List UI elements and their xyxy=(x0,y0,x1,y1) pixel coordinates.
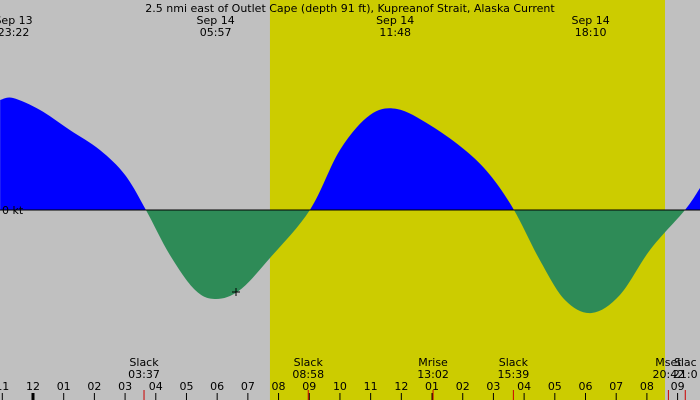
event-label: Slack xyxy=(499,356,529,369)
x-tick-label: 06 xyxy=(579,380,593,393)
event-label: Mrise xyxy=(418,356,448,369)
x-tick-label: 11 xyxy=(364,380,378,393)
extreme-date: Sep 14 xyxy=(197,14,235,27)
zero-label: 0 kt xyxy=(2,204,24,217)
x-tick-label: 06 xyxy=(210,380,224,393)
cursor-marker xyxy=(232,288,240,296)
ebb-area xyxy=(0,210,700,314)
event-label: Slac xyxy=(674,356,697,369)
x-tick-label: 10 xyxy=(333,380,347,393)
event-time: 20:42 xyxy=(653,368,685,381)
event-time: 08:58 xyxy=(292,368,324,381)
x-tick-label: 09 xyxy=(671,380,685,393)
flood-area xyxy=(0,97,700,210)
x-tick-label: 09 xyxy=(302,380,316,393)
x-tick-label: 01 xyxy=(57,380,71,393)
x-tick-label: 08 xyxy=(640,380,654,393)
x-tick-label: 05 xyxy=(548,380,562,393)
x-tick-label: 12 xyxy=(26,380,40,393)
x-tick-label: 08 xyxy=(272,380,286,393)
event-label: Slack xyxy=(129,356,159,369)
extreme-time: 18:10 xyxy=(575,26,607,39)
x-tick-label: 03 xyxy=(118,380,132,393)
event-label: Slack xyxy=(294,356,324,369)
extreme-time: 23:22 xyxy=(0,26,29,39)
event-label: Mset xyxy=(655,356,682,369)
event-time: 21:0 xyxy=(673,368,698,381)
event-time: 15:39 xyxy=(498,368,530,381)
x-tick-label: 01 xyxy=(425,380,439,393)
chart-title: 2.5 nmi east of Outlet Cape (depth 91 ft… xyxy=(145,2,555,15)
x-tick-label: 07 xyxy=(609,380,623,393)
x-tick-label: 03 xyxy=(486,380,500,393)
x-tick-label: 07 xyxy=(241,380,255,393)
extreme-time: 05:57 xyxy=(200,26,232,39)
extreme-date: Sep 13 xyxy=(0,14,33,27)
extreme-time: 11:48 xyxy=(379,26,411,39)
x-tick-label: 04 xyxy=(517,380,531,393)
x-tick-label: 12 xyxy=(394,380,408,393)
x-tick-label: 02 xyxy=(456,380,470,393)
x-tick-label: 11 xyxy=(0,380,9,393)
extreme-date: Sep 14 xyxy=(376,14,414,27)
x-tick-label: 02 xyxy=(87,380,101,393)
extreme-date: Sep 14 xyxy=(572,14,610,27)
x-tick-label: 04 xyxy=(149,380,163,393)
event-time: 03:37 xyxy=(128,368,160,381)
event-time: 13:02 xyxy=(417,368,449,381)
x-tick-label: 05 xyxy=(179,380,193,393)
